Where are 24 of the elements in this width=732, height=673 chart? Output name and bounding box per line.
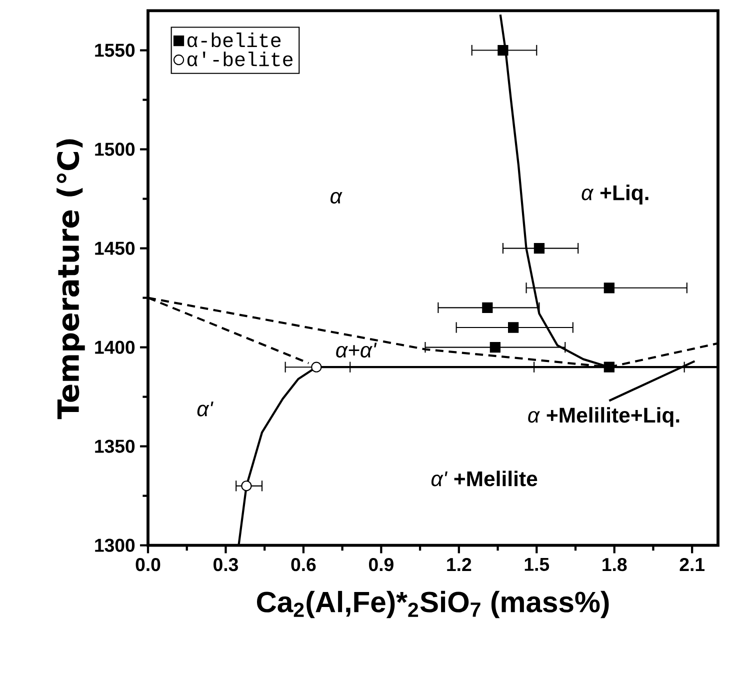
y-tick-label: 1450 bbox=[95, 242, 135, 255]
y-tick-label: 1300 bbox=[95, 538, 135, 552]
legend-label: α'-belite bbox=[187, 51, 292, 66]
annotation: α +Liq. bbox=[582, 184, 648, 204]
y-tick-label: 1500 bbox=[95, 142, 135, 156]
annotation: α +Melilite+Liq. bbox=[528, 406, 680, 427]
x-tick-label: 0.9 bbox=[368, 558, 394, 572]
x-tick-label: 1.2 bbox=[447, 558, 472, 571]
annotation: α' +Melilite bbox=[431, 470, 538, 486]
x-tick-label: 0.3 bbox=[214, 558, 238, 572]
y-tick-label: 1400 bbox=[95, 340, 135, 354]
annotation: α+α' bbox=[336, 342, 377, 358]
legend-label: α-belite bbox=[187, 32, 281, 48]
y-tick-label: 1350 bbox=[95, 440, 135, 453]
x-axis-title: Ca$_{2}$(Al,Fe)*$_{2}$SiO$_{7}$ (mass%) bbox=[257, 590, 609, 618]
x-tick-label: 2.1 bbox=[680, 558, 705, 571]
y-tick-label: 1550 bbox=[95, 44, 135, 57]
annotation: α' bbox=[197, 401, 214, 416]
x-tick-label: 1.8 bbox=[602, 558, 627, 572]
y-axis-title: Temperature (℃) bbox=[56, 139, 85, 419]
x-tick-label: 0.0 bbox=[136, 558, 160, 572]
x-tick-label: 1.5 bbox=[524, 558, 550, 571]
x-tick-label: 0.6 bbox=[291, 558, 316, 572]
annotation: α bbox=[330, 192, 342, 204]
